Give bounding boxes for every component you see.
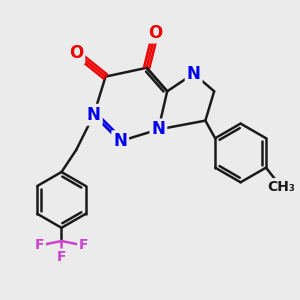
Text: F: F [35, 238, 44, 252]
Text: N: N [113, 132, 127, 150]
Text: F: F [57, 250, 66, 264]
Text: N: N [87, 106, 101, 124]
Text: O: O [148, 24, 163, 42]
Text: N: N [152, 120, 165, 138]
Text: CH₃: CH₃ [267, 180, 295, 194]
Text: O: O [69, 44, 83, 62]
Text: F: F [79, 238, 88, 252]
Text: N: N [187, 65, 200, 83]
